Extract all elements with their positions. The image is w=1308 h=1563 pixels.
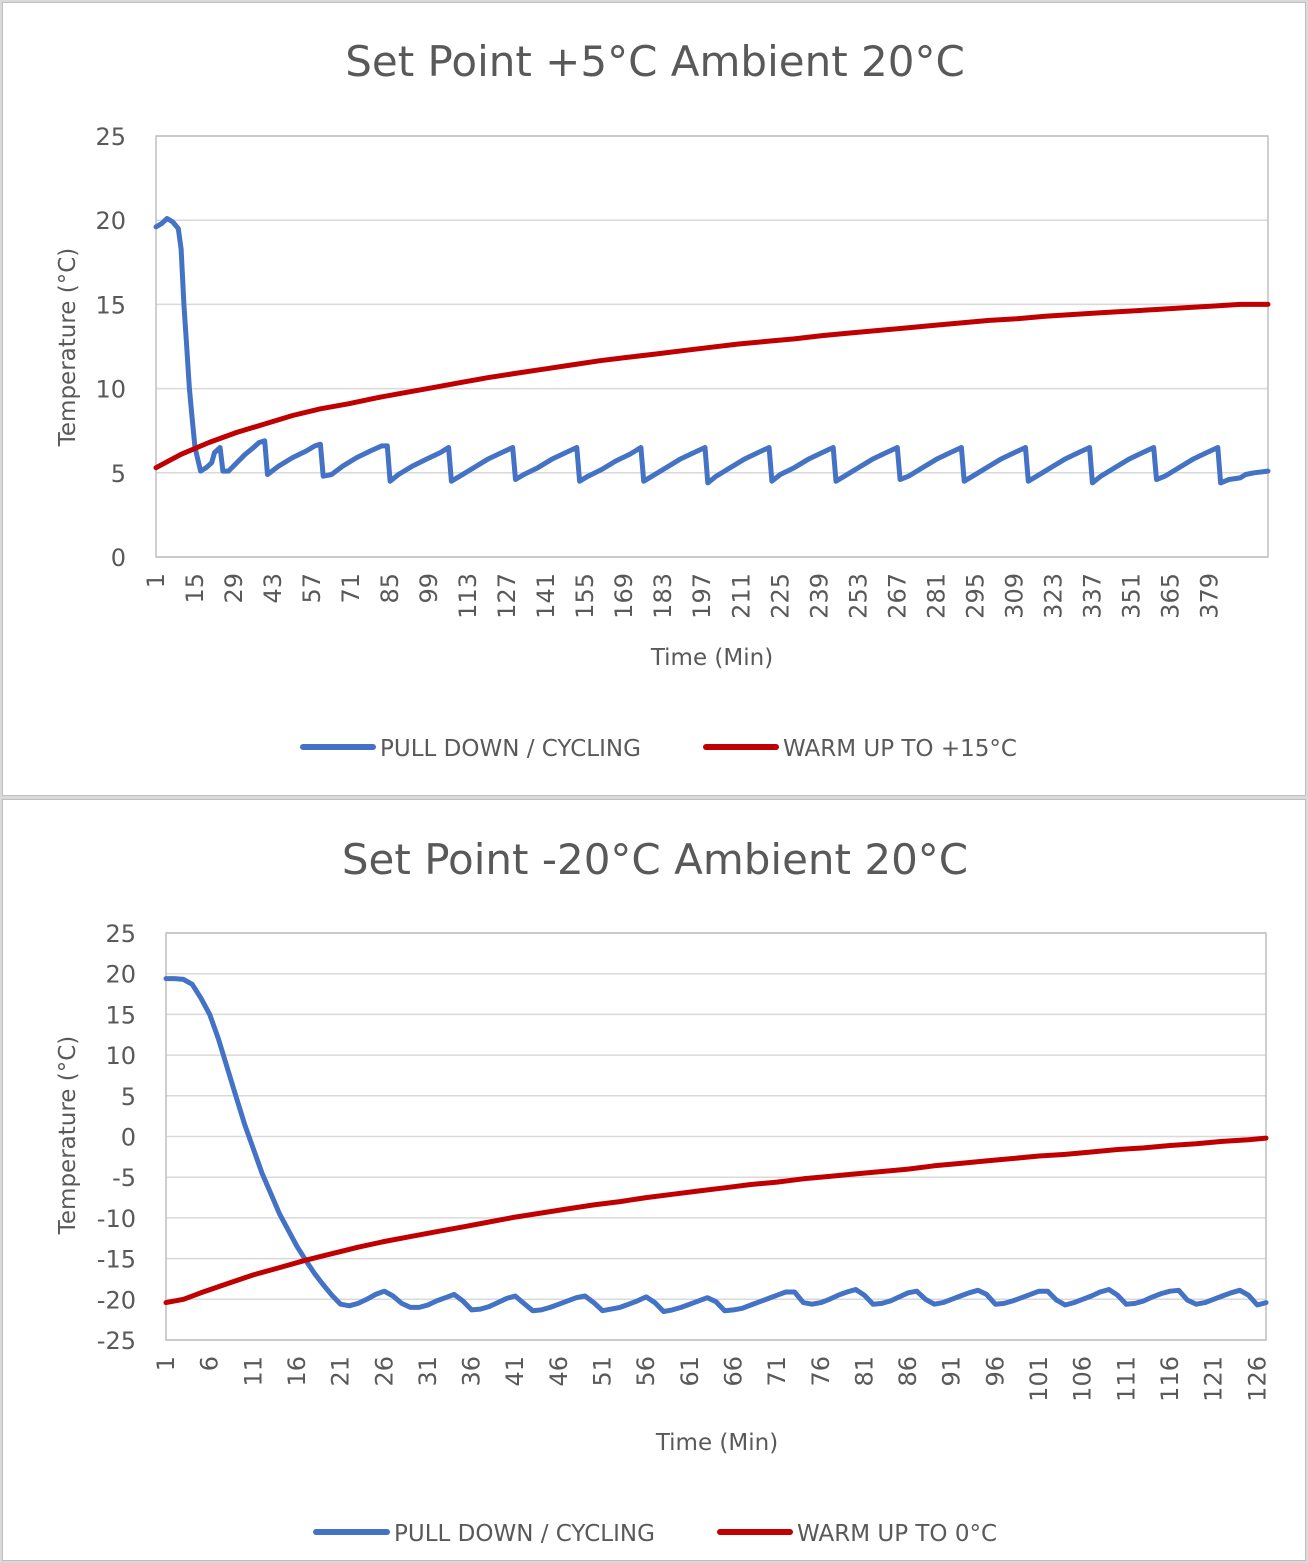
- chart-1-xtick-label: 337: [1078, 573, 1106, 619]
- chart-1-xtick-label: 113: [454, 573, 482, 619]
- chart-2-ytick-label: -20: [97, 1286, 136, 1314]
- chart-1-xtick-label: 99: [415, 573, 443, 604]
- chart-1-xtick-label: 365: [1156, 573, 1184, 619]
- chart-2-xtick-label: 21: [327, 1356, 355, 1387]
- chart-1-xtick-label: 71: [337, 573, 365, 604]
- chart-1-xtick-label: 43: [259, 573, 287, 604]
- chart-2-legend-label-1: PULL DOWN / CYCLING: [394, 1521, 655, 1547]
- chart-2-y-axis-title: Temperature (°C): [55, 1036, 81, 1236]
- chart-2-xtick-label: 61: [676, 1356, 704, 1387]
- chart-2-xtick-label: 6: [196, 1356, 224, 1371]
- chart-2-svg: Set Point -20°C Ambient 20°C 25 20 15 10 5 0 -5…: [55, 835, 1271, 1547]
- chart-1-xtick-label: 155: [571, 573, 599, 619]
- chart-1-ytick-label: 0: [111, 544, 126, 572]
- chart-2-ytick-label: -10: [97, 1205, 136, 1233]
- chart-2-xtick-label: 11: [239, 1356, 267, 1387]
- chart-1-xtick-label: 1: [142, 573, 170, 588]
- chart-1-ytick-label: 20: [95, 207, 126, 235]
- chart-1-series-1-line: [153, 216, 1271, 486]
- chart-1-xtick-label: 323: [1039, 573, 1067, 619]
- chart-2-ytick-label: 0: [121, 1124, 136, 1152]
- chart-1-xtick-label: 29: [220, 573, 248, 604]
- chart-2-ytick-label: 10: [105, 1042, 136, 1070]
- chart-1-xtick-label: 239: [805, 573, 833, 619]
- chart-1-xtick-label: 309: [1000, 573, 1028, 619]
- chart-2-xtick-label: 71: [763, 1356, 791, 1387]
- chart-1-xtick-label: 295: [961, 573, 989, 619]
- chart-1-xtick-label: 267: [883, 573, 911, 619]
- chart-1-legend-label-1: PULL DOWN / CYCLING: [380, 736, 641, 762]
- chart-1-title: Set Point +5°C Ambient 20°C: [345, 37, 965, 86]
- chart-1-xtick-label: 379: [1195, 573, 1223, 619]
- chart-1-plot-frame: [155, 135, 1269, 558]
- chart-1-xtick-label: 211: [727, 573, 755, 619]
- chart-2-legend-label-2: WARM UP TO 0°C: [797, 1521, 997, 1547]
- chart-1-xtick-label: 85: [376, 573, 404, 604]
- chart-2-xtick-label: 36: [458, 1356, 486, 1387]
- chart-2-xtick-label: 91: [938, 1356, 966, 1387]
- chart-1-xtick-label: 183: [649, 573, 677, 619]
- chart-2-xtick-label: 96: [981, 1356, 1009, 1387]
- chart-2-xtick-label: 46: [545, 1356, 573, 1387]
- chart-2-xtick-label: 66: [719, 1356, 747, 1387]
- chart-1-y-axis-title: Temperature (°C): [55, 248, 81, 448]
- chart-1-x-axis-title: Time (Min): [650, 645, 773, 671]
- chart-2-xtick-label: 31: [414, 1356, 442, 1387]
- chart-2-ytick-label: 20: [105, 961, 136, 989]
- chart-1-ytick-label: 10: [95, 376, 126, 404]
- chart-2-ytick-label: 5: [121, 1083, 136, 1111]
- chart-1-xtick-label: 253: [844, 573, 872, 619]
- chart-2-xtick-label: 116: [1156, 1356, 1184, 1402]
- chart-1-xtick-label: 57: [298, 573, 326, 604]
- chart-2-xtick-label: 56: [632, 1356, 660, 1387]
- chart-2-ytick-label: 25: [105, 920, 136, 948]
- chart-2-xtick-label: 16: [283, 1356, 311, 1387]
- chart-2-ytick-label: -25: [97, 1327, 136, 1355]
- chart-2-xtick-label: 26: [370, 1356, 398, 1387]
- chart-2-xtick-label: 106: [1069, 1356, 1097, 1402]
- chart-1-xtick-label: 351: [1117, 573, 1145, 619]
- chart-2-xtick-label: 111: [1112, 1356, 1140, 1402]
- chart-1-xtick-label: 281: [922, 573, 950, 619]
- chart-2-xtick-label: 1: [152, 1356, 180, 1371]
- chart-1-xtick-label: 225: [766, 573, 794, 619]
- chart-2-title: Set Point -20°C Ambient 20°C: [342, 835, 968, 884]
- chart-2-xtick-label: 101: [1025, 1356, 1053, 1402]
- chart-2-xtick-label: 41: [501, 1356, 529, 1387]
- chart-1-xtick-label: 127: [493, 573, 521, 619]
- chart-1-xtick-label: 15: [181, 573, 209, 604]
- chart-1-xtick-label: 197: [688, 573, 716, 619]
- chart-2-xtick-label: 126: [1243, 1356, 1271, 1402]
- chart-2-ytick-label: 15: [105, 1001, 136, 1029]
- chart-2-ytick-label: -15: [97, 1246, 136, 1274]
- chart-2-xtick-label: 51: [589, 1356, 617, 1387]
- chart-1-series-2-line: [153, 301, 1271, 471]
- chart-1-ytick-label: 5: [111, 460, 126, 488]
- chart-panel-2: Set Point -20°C Ambient 20°C 25 20 15 10 5 0 -5…: [2, 799, 1306, 1561]
- chart-1-svg: Set Point +5°C Ambient 20°C 25 20 15 10 5 0 1 15…: [55, 37, 1271, 762]
- chart-2-xtick-label: 86: [894, 1356, 922, 1387]
- chart-1-xtick-label: 169: [610, 573, 638, 619]
- chart-1-ytick-label: 25: [95, 123, 126, 151]
- chart-2-xtick-label: 76: [807, 1356, 835, 1387]
- chart-2-xtick-label: 121: [1200, 1356, 1228, 1402]
- chart-2-ytick-label: -5: [112, 1164, 136, 1192]
- chart-panel-1: Set Point +5°C Ambient 20°C 25 20 15 10 5 0 1 15…: [2, 2, 1306, 796]
- chart-1-legend-label-2: WARM UP TO +15°C: [783, 736, 1017, 762]
- chart-2-x-axis-title: Time (Min): [655, 1430, 778, 1456]
- chart-2-xtick-label: 81: [850, 1356, 878, 1387]
- chart-2-series-2-line: [163, 1135, 1269, 1306]
- chart-1-xtick-label: 141: [532, 573, 560, 619]
- chart-2-series-1-line: [163, 976, 1269, 1314]
- chart-1-ytick-label: 15: [95, 291, 126, 319]
